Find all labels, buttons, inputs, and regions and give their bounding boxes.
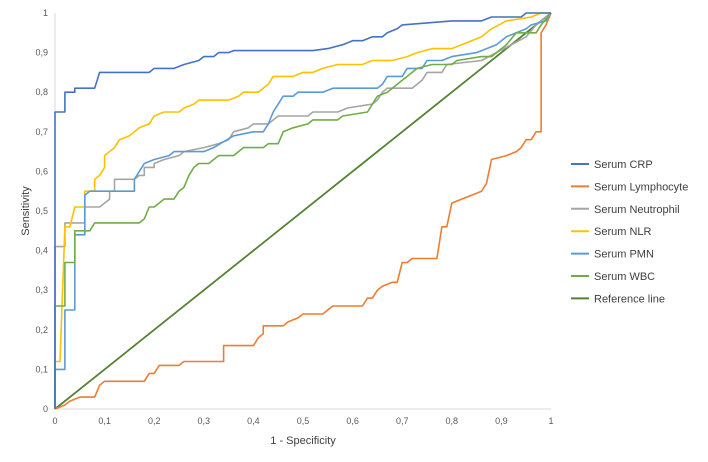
legend-label-serum-nlr: Serum NLR [594,226,652,238]
x-tick-label: 0,4 [247,416,260,426]
y-tick-label: 0,2 [35,325,48,335]
series-line-serum-wbc [54,12,552,409]
x-tick-label: 0,2 [148,416,161,426]
plot-area: 0 0,1 0,2 0,3 0,4 0,5 0,6 0,7 0,8 0,9 1 0 0,1 0,2 0,3… [35,8,553,426]
y-tick-label: 0,3 [35,285,48,295]
series-line-serum-crp [54,12,551,409]
series-line-serum-pmn [54,12,552,409]
y-tick-label: 0 [43,404,48,414]
y-tick-label: 0,1 [35,364,48,374]
x-tick-label: 0,8 [446,416,459,426]
series-line-serum-neutrophil [54,12,552,409]
legend-label-serum-pmn: Serum PMN [594,249,654,261]
legend-label-reference-line: Reference line [594,293,665,305]
legend: Serum CRP Serum Lymphocyte Serum Neutrophi… [571,159,688,305]
y-ticks: 0 0,1 0,2 0,3 0,4 0,5 0,6 0,7 0,8 0,9 1 [35,8,48,414]
x-tick-label: 0,1 [98,416,111,426]
x-tick-label: 0 [52,416,57,426]
series-layer [54,12,552,410]
legend-label-serum-neutrophil: Serum Neutrophil [594,204,680,216]
y-tick-label: 1 [43,8,48,18]
legend-label-serum-crp: Serum CRP [594,159,653,171]
y-tick-label: 0,5 [35,206,48,216]
y-tick-label: 0,9 [35,48,48,58]
x-tick-label: 0,7 [396,416,409,426]
x-ticks: 0 0,1 0,2 0,3 0,4 0,5 0,6 0,7 0,8 0,9 1 [52,416,553,426]
x-tick-label: 0,9 [495,416,508,426]
series-line-reference-line [54,12,552,410]
series-line-serum-lymphocyte [54,12,552,410]
y-tick-label: 0,6 [35,166,48,176]
y-tick-label: 0,7 [35,127,48,137]
x-axis-title: 1 - Specificity [270,435,336,447]
y-axis-title: Sensitivity [20,186,32,236]
x-tick-label: 0,3 [198,416,211,426]
series-line-serum-nlr [54,12,551,409]
y-tick-label: 0,8 [35,87,48,97]
x-tick-label: 0,5 [297,416,310,426]
y-tick-label: 0,4 [35,246,48,256]
legend-label-serum-lymphocyte: Serum Lymphocyte [594,181,688,193]
legend-label-serum-wbc: Serum WBC [594,271,655,283]
x-tick-label: 0,6 [346,416,359,426]
x-tick-label: 1 [548,416,553,426]
